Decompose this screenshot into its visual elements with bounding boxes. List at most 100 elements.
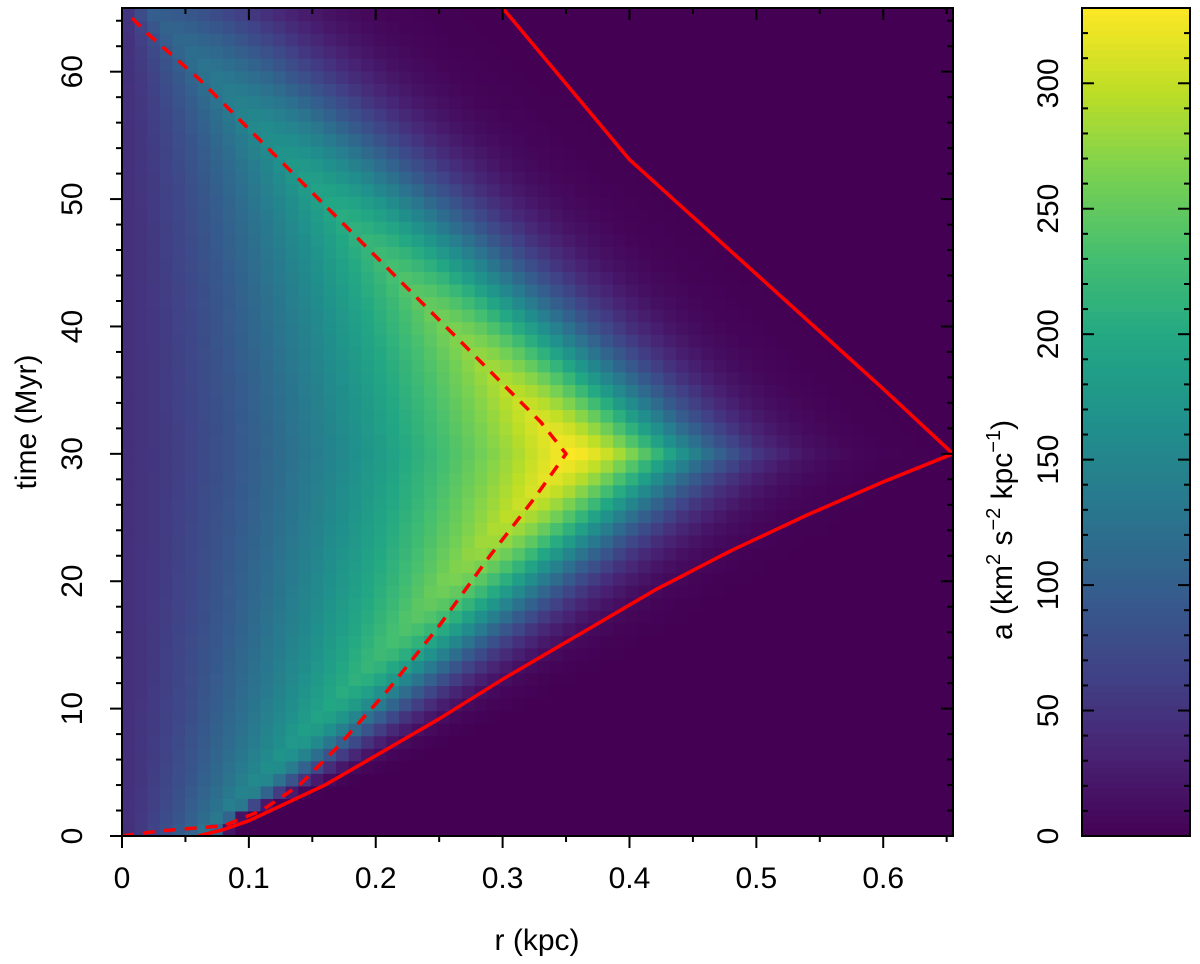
heatmap-cell [650,233,665,247]
heatmap-cell [575,158,589,172]
heatmap-cell [738,33,753,47]
heatmap-cell [499,459,513,473]
heatmap-cell [310,95,325,109]
heatmap-cell [247,622,262,636]
heatmap-cell [310,321,325,335]
heatmap-cell [625,58,639,72]
heatmap-cell [235,20,249,34]
heatmap-cell [726,221,740,235]
heatmap-cell [600,45,614,59]
heatmap-cell [487,572,501,586]
heatmap-cell [424,346,438,360]
heatmap-cell [399,45,413,59]
heatmap-cell [386,58,400,72]
heatmap-cell [172,660,186,674]
heatmap-cell [713,158,727,172]
heatmap-cell [197,798,211,812]
heatmap-cell [474,108,488,122]
heatmap-cell [776,258,790,273]
heatmap-cell [827,447,841,461]
heatmap-cell [751,785,765,799]
heatmap-cell [575,547,589,561]
heatmap-cell [122,233,136,247]
heatmap-cell [273,246,287,260]
heatmap-cell [827,334,841,348]
heatmap-cell [801,396,816,411]
heatmap-cell [915,70,929,84]
heatmap-cell [915,672,929,687]
heatmap-cell [927,572,942,586]
heatmap-cell [537,183,551,197]
heatmap-cell [852,309,866,323]
heatmap-cell [424,70,438,84]
heatmap-cell [159,710,173,724]
heatmap-cell [638,798,652,812]
colorbar-segment [1082,63,1190,71]
heatmap-cell [260,698,274,712]
heatmap-cell [474,484,488,498]
heatmap-cell [134,158,148,172]
heatmap-cell [600,459,614,473]
heatmap-cell [210,284,224,298]
heatmap-cell [159,760,173,774]
heatmap-cell [550,622,564,636]
heatmap-cell [738,710,753,724]
heatmap-cell [147,622,161,636]
heatmap-cell [134,334,148,348]
heatmap-cell [147,83,161,97]
heatmap-cell [323,698,337,712]
heatmap-cell [474,196,488,210]
heatmap-cell [247,183,262,197]
heatmap-cell [386,534,400,549]
heatmap-cell [587,233,602,247]
heatmap-cell [927,95,942,109]
heatmap-cell [839,20,853,34]
heatmap-cell [864,497,879,511]
heatmap-cell [361,685,375,699]
heatmap-cell [852,597,866,611]
heatmap-cell [726,497,740,511]
heatmap-cell [134,246,148,260]
x-tick-label: 0.2 [355,862,397,895]
heatmap-cell [676,8,690,22]
heatmap-cell [373,146,388,160]
heatmap-cell [310,622,325,636]
heatmap-cell [625,371,639,385]
heatmap-cell [814,208,828,222]
heatmap-cell [285,33,299,47]
heatmap-cell [751,560,765,574]
heatmap-cell [625,258,639,273]
heatmap-cell [550,597,564,611]
heatmap-cell [298,334,312,348]
heatmap-cell [499,196,513,210]
heatmap-cell [474,384,488,398]
heatmap-cell [839,233,853,247]
heatmap-cell [789,120,803,135]
heatmap-cell [575,635,589,649]
heatmap-cell [638,434,652,448]
heatmap-cell [776,422,790,436]
heatmap-cell [474,409,488,423]
heatmap-cell [814,271,828,285]
heatmap-cell [436,396,450,411]
heatmap-cell [361,497,375,511]
heatmap-cell [650,359,665,373]
heatmap-cell [449,798,463,812]
heatmap-cell [864,785,879,799]
heatmap-cell [424,146,438,160]
heatmap-cell [348,509,362,523]
colorbar-segment [1082,560,1190,568]
heatmap-cell [197,334,211,348]
heatmap-cell [587,509,602,523]
heatmap-cell [348,547,362,561]
heatmap-cell [751,33,765,47]
heatmap-cell [273,635,287,649]
heatmap-cell [562,823,576,836]
heatmap-cell [575,660,589,674]
heatmap-cell [235,284,249,298]
heatmap-cell [461,434,476,448]
y-tick-label: 30 [56,437,89,470]
colorbar-segment [1082,732,1190,741]
heatmap-cell [776,271,790,285]
heatmap-cell [134,221,148,235]
